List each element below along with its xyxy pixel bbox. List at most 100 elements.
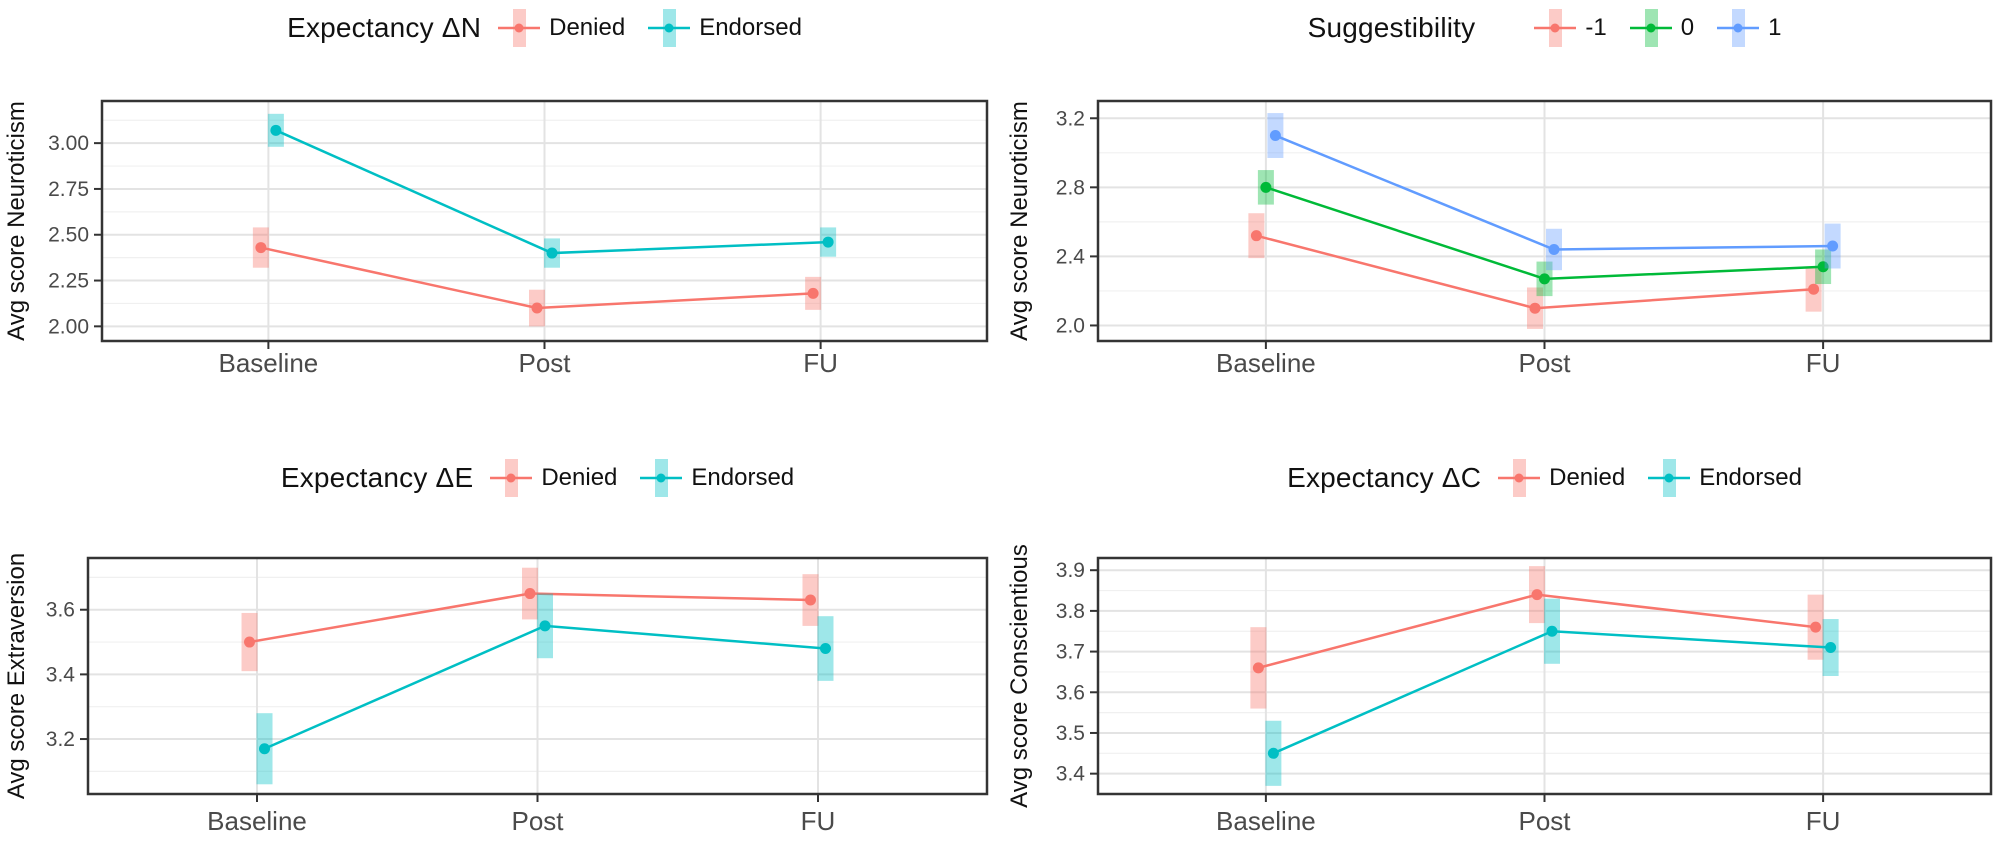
legend-label: Denied xyxy=(549,14,626,41)
data-point xyxy=(524,588,536,600)
legend-key-icon xyxy=(1629,9,1672,47)
data-point xyxy=(1529,302,1541,314)
chart-title: Expectancy ΔN xyxy=(287,12,482,43)
legend-label: -1 xyxy=(1585,14,1607,41)
chart-header: Suggestibility -1 0 1 xyxy=(1003,6,2007,50)
legend-key-icon xyxy=(1498,459,1541,497)
x-tick-label: Baseline xyxy=(1216,806,1316,836)
y-tick-label: 2.00 xyxy=(48,315,89,338)
data-point xyxy=(1546,625,1558,637)
y-tick-label: 3.4 xyxy=(46,663,76,686)
y-tick-label: 2.25 xyxy=(48,270,89,293)
y-tick-label: 2.50 xyxy=(48,224,89,247)
legend-label: Endorsed xyxy=(1699,464,1802,491)
x-tick-label: FU xyxy=(801,806,836,836)
chart-canvas: 2.00 2.25 2.50 2.75 3.00 Baseline Post FU Avg sc… xyxy=(3,99,989,378)
x-tick-label: Post xyxy=(1518,348,1571,378)
chart-header: Expectancy ΔN Denied Endorsed xyxy=(0,6,1003,50)
data-point xyxy=(1250,230,1262,242)
legend-point-swatch xyxy=(1646,23,1656,33)
legend-label: Denied xyxy=(1549,464,1626,491)
legend-key-icon xyxy=(1717,9,1760,47)
y-axis-title: Avg score Extraversion xyxy=(3,553,30,799)
x-tick-label: FU xyxy=(803,348,838,378)
chart-canvas: 3.4 3.5 3.6 3.7 3.8 3.9 Baseline Post FU Avg scor… xyxy=(1006,544,1993,836)
y-axis-title: Avg score Neuroticism xyxy=(1006,101,1033,341)
legend-label: Endorsed xyxy=(699,14,802,41)
legend-label: 1 xyxy=(1768,14,1782,41)
legend: Denied Endorsed xyxy=(489,457,794,499)
y-tick-label: 3.7 xyxy=(1056,641,1085,664)
legend-point-swatch xyxy=(1664,473,1674,483)
legend-entry: Denied xyxy=(1497,457,1625,499)
legend-point-swatch xyxy=(1733,23,1743,33)
x-tick-label: Post xyxy=(511,806,564,836)
legend-key-icon xyxy=(490,459,533,497)
legend-entry: -1 xyxy=(1533,7,1607,49)
y-tick-label: 3.00 xyxy=(48,132,89,155)
data-point xyxy=(1269,130,1281,142)
y-axis-title: Avg score Conscientious xyxy=(1006,544,1033,808)
legend-point-swatch xyxy=(1550,23,1560,33)
data-point xyxy=(1825,642,1837,654)
legend-entry: 1 xyxy=(1716,7,1781,49)
legend-entry: 0 xyxy=(1629,7,1694,49)
legend: -1 0 1 xyxy=(1533,7,1781,49)
data-point xyxy=(255,242,267,254)
legend-key-icon xyxy=(498,9,541,47)
data-point xyxy=(804,594,816,606)
data-point xyxy=(244,636,256,648)
chart-title: Suggestibility xyxy=(1307,12,1476,43)
y-tick-label: 3.6 xyxy=(46,599,75,622)
data-point xyxy=(531,302,543,314)
legend-point-swatch xyxy=(664,23,674,33)
x-tick-label: Post xyxy=(1518,806,1571,836)
y-tick-label: 2.75 xyxy=(48,178,89,201)
data-point xyxy=(1808,283,1820,295)
data-point xyxy=(1539,273,1550,285)
x-tick-label: Baseline xyxy=(219,348,319,378)
data-point xyxy=(259,743,271,755)
legend-label: Endorsed xyxy=(691,464,795,491)
y-tick-label: 3.9 xyxy=(1056,559,1085,582)
legend-label: Denied xyxy=(541,464,618,491)
data-point xyxy=(1260,181,1272,193)
legend-point-swatch xyxy=(656,473,666,483)
data-point xyxy=(1267,747,1279,759)
x-tick-label: Baseline xyxy=(207,806,307,836)
chart-expectancy-dc: Expectancy ΔC Denied Endorsed 3.4 3.5 3.6 3.… xyxy=(1003,430,2007,858)
legend-entry: Denied xyxy=(489,457,617,499)
legend-label: 0 xyxy=(1680,14,1695,41)
y-tick-label: 3.4 xyxy=(1056,763,1086,786)
chart-title: Expectancy ΔC xyxy=(1287,462,1482,493)
legend-entry: Endorsed xyxy=(1647,457,1802,499)
x-tick-label: FU xyxy=(1806,806,1841,836)
data-point xyxy=(1548,243,1560,255)
data-point xyxy=(270,124,282,136)
data-point xyxy=(1531,589,1543,601)
data-point xyxy=(1252,662,1264,674)
legend-entry: Denied xyxy=(497,7,625,49)
x-tick-label: Baseline xyxy=(1216,348,1316,378)
data-point xyxy=(1817,261,1829,273)
legend-key-icon xyxy=(1534,9,1577,47)
y-tick-label: 3.2 xyxy=(46,728,75,751)
legend: Denied Endorsed xyxy=(497,7,802,49)
chart-canvas: 2.0 2.4 2.8 3.2 Baseline Post FU Avg score Neur… xyxy=(1006,99,1993,378)
chart-canvas: 3.2 3.4 3.6 Baseline Post FU Avg score Extrave… xyxy=(3,553,989,836)
legend-key-icon xyxy=(648,9,691,47)
chart-suggestibility: Suggestibility -1 0 1 2.0 2.4 2.8 3.2 Baseline… xyxy=(1003,0,2007,430)
chart-header: Expectancy ΔE Denied Endorsed xyxy=(0,456,1003,500)
y-tick-label: 3.2 xyxy=(1056,107,1085,130)
data-point xyxy=(1810,621,1822,633)
legend-key-icon xyxy=(640,459,683,497)
data-point xyxy=(539,620,551,632)
y-tick-label: 3.6 xyxy=(1056,681,1085,704)
data-point xyxy=(546,247,558,259)
data-point xyxy=(807,287,819,299)
legend: Denied Endorsed xyxy=(1497,457,1802,499)
data-point xyxy=(822,236,834,248)
y-tick-label: 2.0 xyxy=(1056,314,1085,337)
chart-header: Expectancy ΔC Denied Endorsed xyxy=(1003,456,2007,500)
